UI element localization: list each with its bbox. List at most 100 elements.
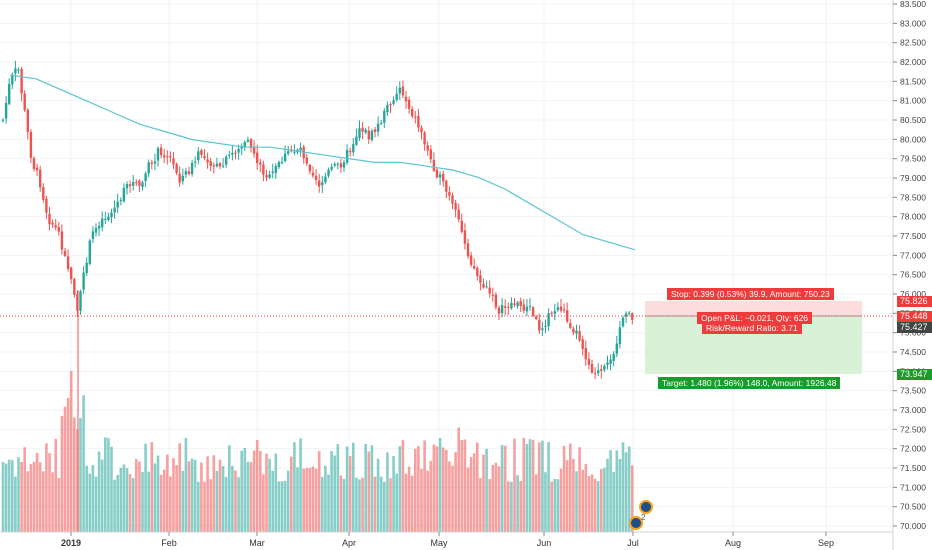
x-tick-label: May	[430, 538, 448, 548]
candle-body	[51, 222, 54, 225]
candle-body	[411, 108, 414, 117]
candle-body	[54, 225, 57, 228]
volume-bar	[218, 459, 222, 532]
volume-bar	[624, 452, 628, 532]
price-axis: 83.500 83.000 82.500 82.000 81.500 81.000 80.5…	[892, 0, 926, 550]
volume-bar	[438, 437, 442, 532]
candle-body	[494, 294, 498, 308]
volume-bar	[104, 437, 107, 532]
volume-bar	[538, 442, 541, 532]
volume-bar	[448, 461, 451, 532]
event-flag-icon[interactable]	[639, 500, 653, 514]
candle-body	[401, 86, 405, 96]
volume-bar	[311, 466, 315, 532]
x-tick-label: Aug	[725, 538, 741, 548]
candle-body	[82, 272, 85, 290]
volume-bar	[299, 438, 302, 532]
volume-bar	[181, 470, 185, 532]
volume-bar	[593, 478, 597, 532]
candle-body	[380, 123, 383, 125]
candle-body	[8, 83, 11, 104]
volume-bar	[91, 465, 95, 532]
volume-bar	[550, 481, 553, 532]
volume-bar	[249, 462, 253, 532]
candle-body	[150, 162, 153, 164]
candle-body	[398, 87, 401, 94]
candle-body	[14, 68, 17, 74]
candle-body	[314, 175, 318, 180]
candle-body	[35, 167, 39, 171]
candle-body	[48, 213, 51, 225]
candle-body	[175, 164, 178, 173]
candle-body	[104, 219, 107, 221]
volume-bar	[166, 454, 169, 532]
volume-bar	[54, 438, 57, 532]
event-flag-icon[interactable]	[629, 516, 643, 530]
candle-body	[392, 100, 395, 104]
volume-bar	[283, 480, 287, 532]
volume-bar	[361, 477, 364, 532]
candle-body	[618, 327, 622, 345]
volume-bar	[26, 471, 30, 532]
volume-bar	[429, 460, 433, 532]
candle-body	[327, 169, 330, 176]
y-tick-label: 71.000	[900, 482, 926, 492]
candle-body	[107, 216, 110, 221]
volume-bar	[38, 462, 42, 532]
candle-body	[246, 139, 250, 142]
volume-bar	[150, 442, 154, 532]
open-pl-label: Open P&L: −0.021, Qty: 626	[697, 312, 813, 324]
candle-body	[169, 156, 172, 158]
candle-body	[256, 152, 259, 164]
candle-body	[528, 306, 532, 308]
volume-bar	[621, 442, 625, 532]
candle-body	[603, 365, 606, 370]
volume-bar	[451, 465, 454, 532]
candle-body	[156, 148, 160, 161]
moving-average-line	[9, 74, 636, 251]
candle-body	[277, 162, 281, 168]
volume-bar	[631, 465, 634, 532]
candle-body	[194, 161, 197, 163]
volume-bar	[206, 456, 209, 532]
candle-body	[135, 182, 138, 184]
candle-body	[578, 331, 581, 341]
volume-bar	[187, 461, 191, 532]
volume-bar	[587, 475, 591, 532]
volume-bar	[296, 467, 299, 532]
candle-body	[181, 175, 184, 182]
volume-bar	[485, 448, 488, 532]
candle-body	[32, 158, 36, 169]
volume-bar	[565, 460, 569, 532]
candle-body	[473, 266, 476, 269]
volume-bar	[562, 445, 566, 532]
volume-bar	[79, 417, 82, 532]
candle-body	[60, 231, 64, 250]
volume-bar	[528, 439, 532, 532]
volume-bar	[600, 469, 603, 532]
volume-bar	[376, 458, 380, 532]
candle-body	[460, 220, 463, 232]
candle-body	[535, 316, 538, 319]
volume-bar	[355, 477, 358, 532]
candle-body	[271, 171, 274, 173]
volume-bar	[544, 472, 547, 532]
volume-bar	[221, 466, 225, 532]
volume-bar	[410, 475, 414, 532]
entry-price-tag: 75.448	[897, 311, 932, 322]
candle-body	[45, 198, 48, 213]
volume-bar	[581, 469, 584, 532]
volume-bar	[603, 467, 606, 532]
candle-body	[85, 262, 88, 274]
volume-bar	[144, 443, 147, 532]
volume-bar	[348, 456, 352, 532]
candle-body	[497, 307, 501, 314]
candle-body	[522, 304, 525, 311]
volume-bar	[11, 460, 14, 532]
candle-body	[101, 218, 104, 228]
volume-bar	[457, 427, 460, 532]
x-tick-label: 2019	[61, 538, 81, 548]
volume-bar	[472, 453, 476, 532]
